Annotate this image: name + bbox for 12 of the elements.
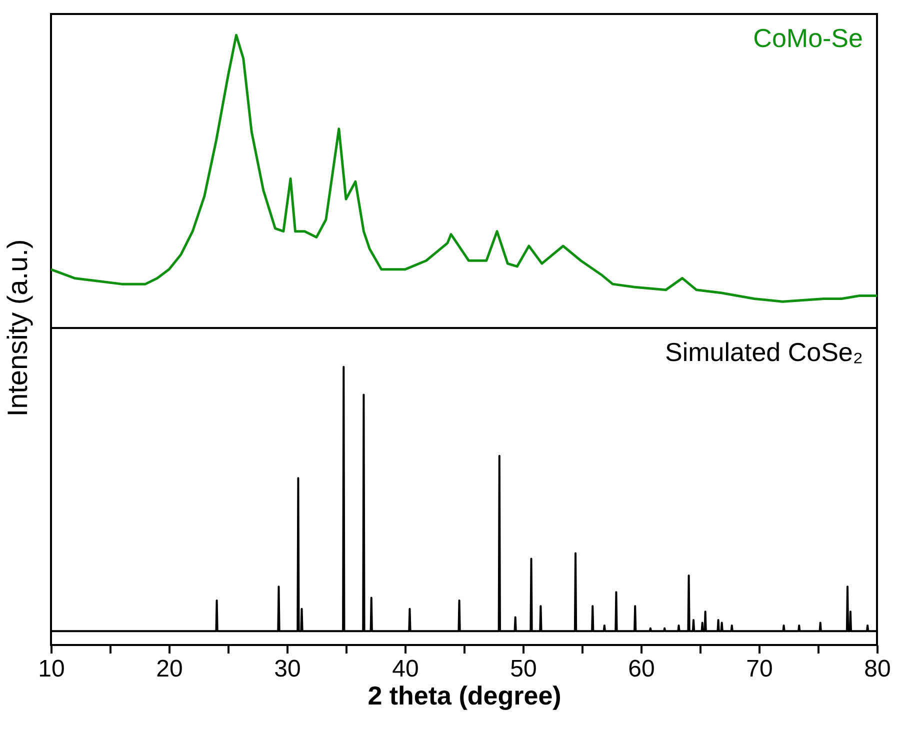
x-axis-title: 2 theta (degree) bbox=[368, 680, 562, 710]
text: Simulated CoSe₂ bbox=[665, 337, 863, 367]
x-tick-label: 10 bbox=[38, 656, 65, 682]
x-tick-label: 20 bbox=[156, 656, 183, 682]
x-tick-label: 30 bbox=[274, 656, 301, 682]
y-axis-title: Intensity (a.u.) bbox=[2, 239, 33, 417]
x-tick-label: 80 bbox=[864, 656, 891, 682]
x-tick-label: 70 bbox=[746, 656, 773, 682]
x-tick-label: 60 bbox=[628, 656, 655, 682]
x-tick-label: 50 bbox=[510, 656, 537, 682]
x-tick-label: 40 bbox=[392, 656, 419, 682]
text: CoMo-Se bbox=[753, 23, 863, 53]
